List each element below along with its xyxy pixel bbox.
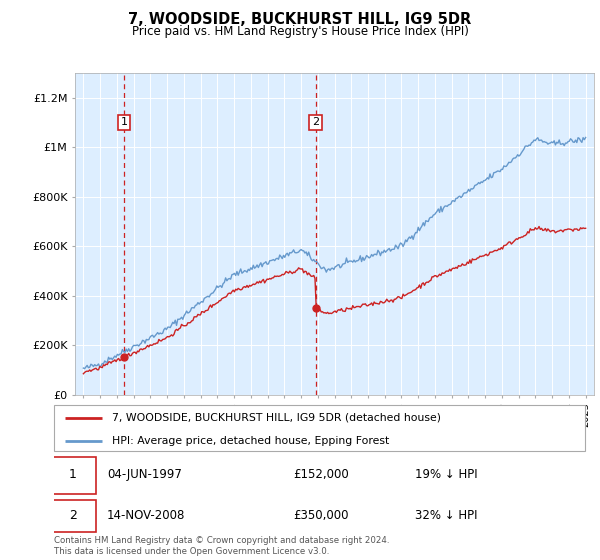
- Text: 32% ↓ HPI: 32% ↓ HPI: [415, 508, 478, 521]
- Text: Contains HM Land Registry data © Crown copyright and database right 2024.
This d: Contains HM Land Registry data © Crown c…: [54, 536, 389, 556]
- Text: HPI: Average price, detached house, Epping Forest: HPI: Average price, detached house, Eppi…: [112, 436, 389, 446]
- FancyBboxPatch shape: [49, 500, 97, 532]
- Text: 14-NOV-2008: 14-NOV-2008: [107, 508, 185, 521]
- Text: £350,000: £350,000: [293, 508, 349, 521]
- Text: 04-JUN-1997: 04-JUN-1997: [107, 468, 182, 481]
- FancyBboxPatch shape: [54, 405, 585, 451]
- Text: 1: 1: [68, 468, 77, 481]
- Text: 2: 2: [68, 508, 77, 521]
- Text: 7, WOODSIDE, BUCKHURST HILL, IG9 5DR: 7, WOODSIDE, BUCKHURST HILL, IG9 5DR: [128, 12, 472, 27]
- Text: 19% ↓ HPI: 19% ↓ HPI: [415, 468, 478, 481]
- Text: 7, WOODSIDE, BUCKHURST HILL, IG9 5DR (detached house): 7, WOODSIDE, BUCKHURST HILL, IG9 5DR (de…: [112, 413, 442, 423]
- Text: Price paid vs. HM Land Registry's House Price Index (HPI): Price paid vs. HM Land Registry's House …: [131, 25, 469, 38]
- Text: £152,000: £152,000: [293, 468, 349, 481]
- Text: 1: 1: [121, 118, 127, 127]
- FancyBboxPatch shape: [49, 457, 97, 494]
- Text: 2: 2: [312, 118, 319, 127]
